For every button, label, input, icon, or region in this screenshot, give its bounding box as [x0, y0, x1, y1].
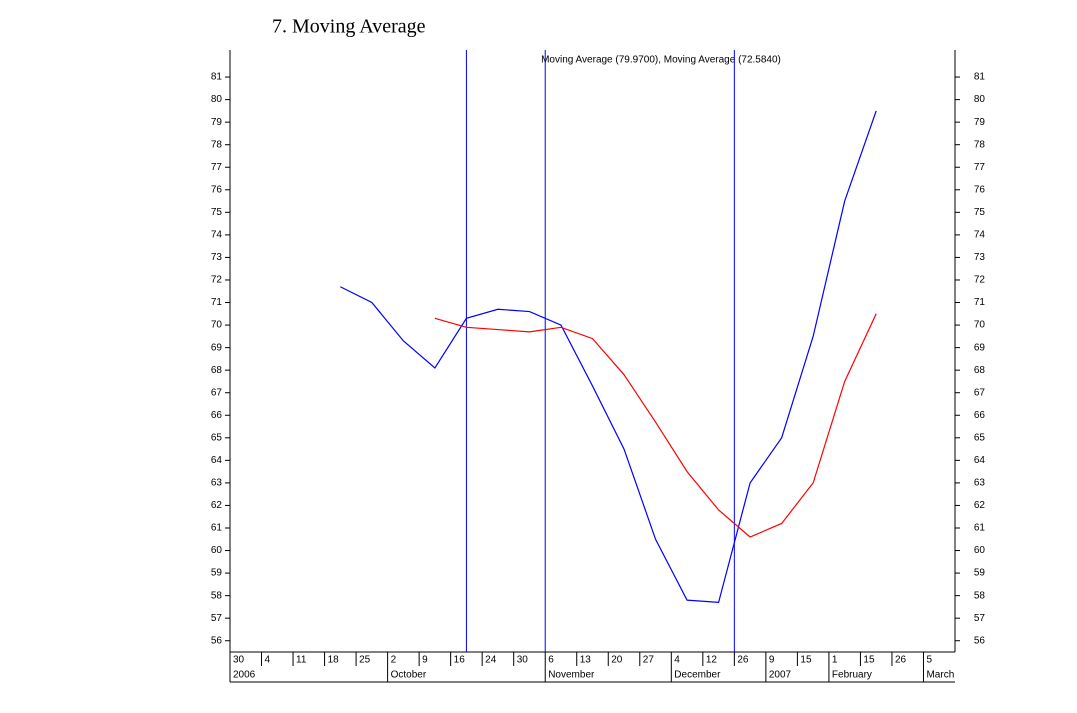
y2-tick-label: 57 — [974, 613, 986, 624]
y2-tick-label: 76 — [974, 184, 986, 195]
x-tick-label: 30 — [233, 655, 245, 666]
y-tick-label: 58 — [211, 590, 223, 601]
y2-tick-label: 66 — [974, 410, 986, 421]
y-tick-label: 79 — [211, 117, 223, 128]
y2-tick-label: 78 — [974, 139, 986, 150]
x-group-label: December — [674, 670, 721, 681]
x-tick-label: 26 — [737, 655, 749, 666]
y2-tick-label: 77 — [974, 162, 986, 173]
x-tick-label: 9 — [422, 655, 428, 666]
x-tick-label: 12 — [706, 655, 718, 666]
y-tick-label: 77 — [211, 162, 223, 173]
x-group-label: February — [832, 670, 872, 681]
x-tick-label: 27 — [643, 655, 655, 666]
y-tick-label: 76 — [211, 184, 223, 195]
y2-tick-label: 67 — [974, 387, 986, 398]
y-tick-label: 64 — [211, 455, 223, 466]
y-tick-label: 69 — [211, 342, 223, 353]
x-tick-label: 2 — [391, 655, 397, 666]
y-tick-label: 68 — [211, 365, 223, 376]
x-tick-label: 30 — [517, 655, 529, 666]
y2-tick-label: 62 — [974, 500, 986, 511]
x-tick-label: 13 — [580, 655, 592, 666]
x-group-label: March — [926, 670, 954, 681]
x-tick-label: 20 — [611, 655, 623, 666]
x-group-label: 2007 — [769, 670, 792, 681]
x-tick-label: 6 — [548, 655, 554, 666]
series-line — [340, 110, 877, 604]
x-tick-label: 11 — [296, 655, 307, 666]
x-tick-label: 25 — [359, 655, 371, 666]
y2-tick-label: 58 — [974, 590, 986, 601]
y2-tick-label: 74 — [974, 230, 986, 241]
y-tick-label: 63 — [211, 478, 223, 489]
y2-tick-label: 81 — [974, 72, 986, 83]
y2-tick-label: 68 — [974, 365, 986, 376]
y-tick-label: 65 — [211, 432, 223, 443]
y2-tick-label: 80 — [974, 94, 986, 105]
y-tick-label: 72 — [211, 275, 223, 286]
heading: 7. Moving Average — [272, 16, 426, 38]
y-tick-label: 60 — [211, 545, 223, 556]
y2-tick-label: 69 — [974, 342, 986, 353]
x-group-label: October — [391, 670, 427, 681]
x-tick-label: 15 — [800, 655, 812, 666]
x-tick-label: 5 — [926, 655, 932, 666]
y-tick-label: 75 — [211, 207, 223, 218]
y2-tick-label: 79 — [974, 117, 986, 128]
y-tick-label: 78 — [211, 139, 223, 150]
y-tick-label: 62 — [211, 500, 223, 511]
x-tick-label: 26 — [895, 655, 907, 666]
y-tick-label: 61 — [211, 523, 223, 534]
y-tick-label: 57 — [211, 613, 223, 624]
y-tick-label: 56 — [211, 635, 223, 646]
y-tick-label: 74 — [211, 230, 223, 241]
x-tick-label: 15 — [863, 655, 875, 666]
y2-tick-label: 59 — [974, 568, 986, 579]
y2-tick-label: 73 — [974, 252, 986, 263]
series-line — [434, 313, 877, 538]
x-tick-label: 18 — [328, 655, 340, 666]
x-group-label: November — [548, 670, 595, 681]
x-tick-label: 9 — [769, 655, 775, 666]
x-tick-label: 1 — [832, 655, 838, 666]
y2-tick-label: 65 — [974, 432, 986, 443]
x-tick-label: 4 — [674, 655, 680, 666]
y-tick-label: 59 — [211, 568, 223, 579]
y2-tick-label: 61 — [974, 523, 986, 534]
x-tick-label: 24 — [485, 655, 497, 666]
y2-tick-label: 75 — [974, 207, 986, 218]
y-tick-label: 80 — [211, 94, 223, 105]
y2-tick-label: 70 — [974, 320, 986, 331]
y-tick-label: 70 — [211, 320, 223, 331]
y2-tick-label: 60 — [974, 545, 986, 556]
x-tick-label: 16 — [454, 655, 466, 666]
y2-tick-label: 64 — [974, 455, 986, 466]
y2-tick-label: 63 — [974, 478, 986, 489]
chart-title: Moving Average (79.9700), Moving Average… — [541, 55, 781, 66]
y-tick-label: 71 — [211, 297, 223, 308]
y2-tick-label: 71 — [974, 297, 986, 308]
x-tick-label: 4 — [265, 655, 271, 666]
y2-tick-label: 72 — [974, 275, 986, 286]
y-tick-label: 67 — [211, 387, 223, 398]
y2-tick-label: 56 — [974, 635, 986, 646]
x-group-label: 2006 — [233, 670, 256, 681]
y-tick-label: 66 — [211, 410, 223, 421]
y-tick-label: 73 — [211, 252, 223, 263]
y-tick-label: 81 — [211, 72, 223, 83]
